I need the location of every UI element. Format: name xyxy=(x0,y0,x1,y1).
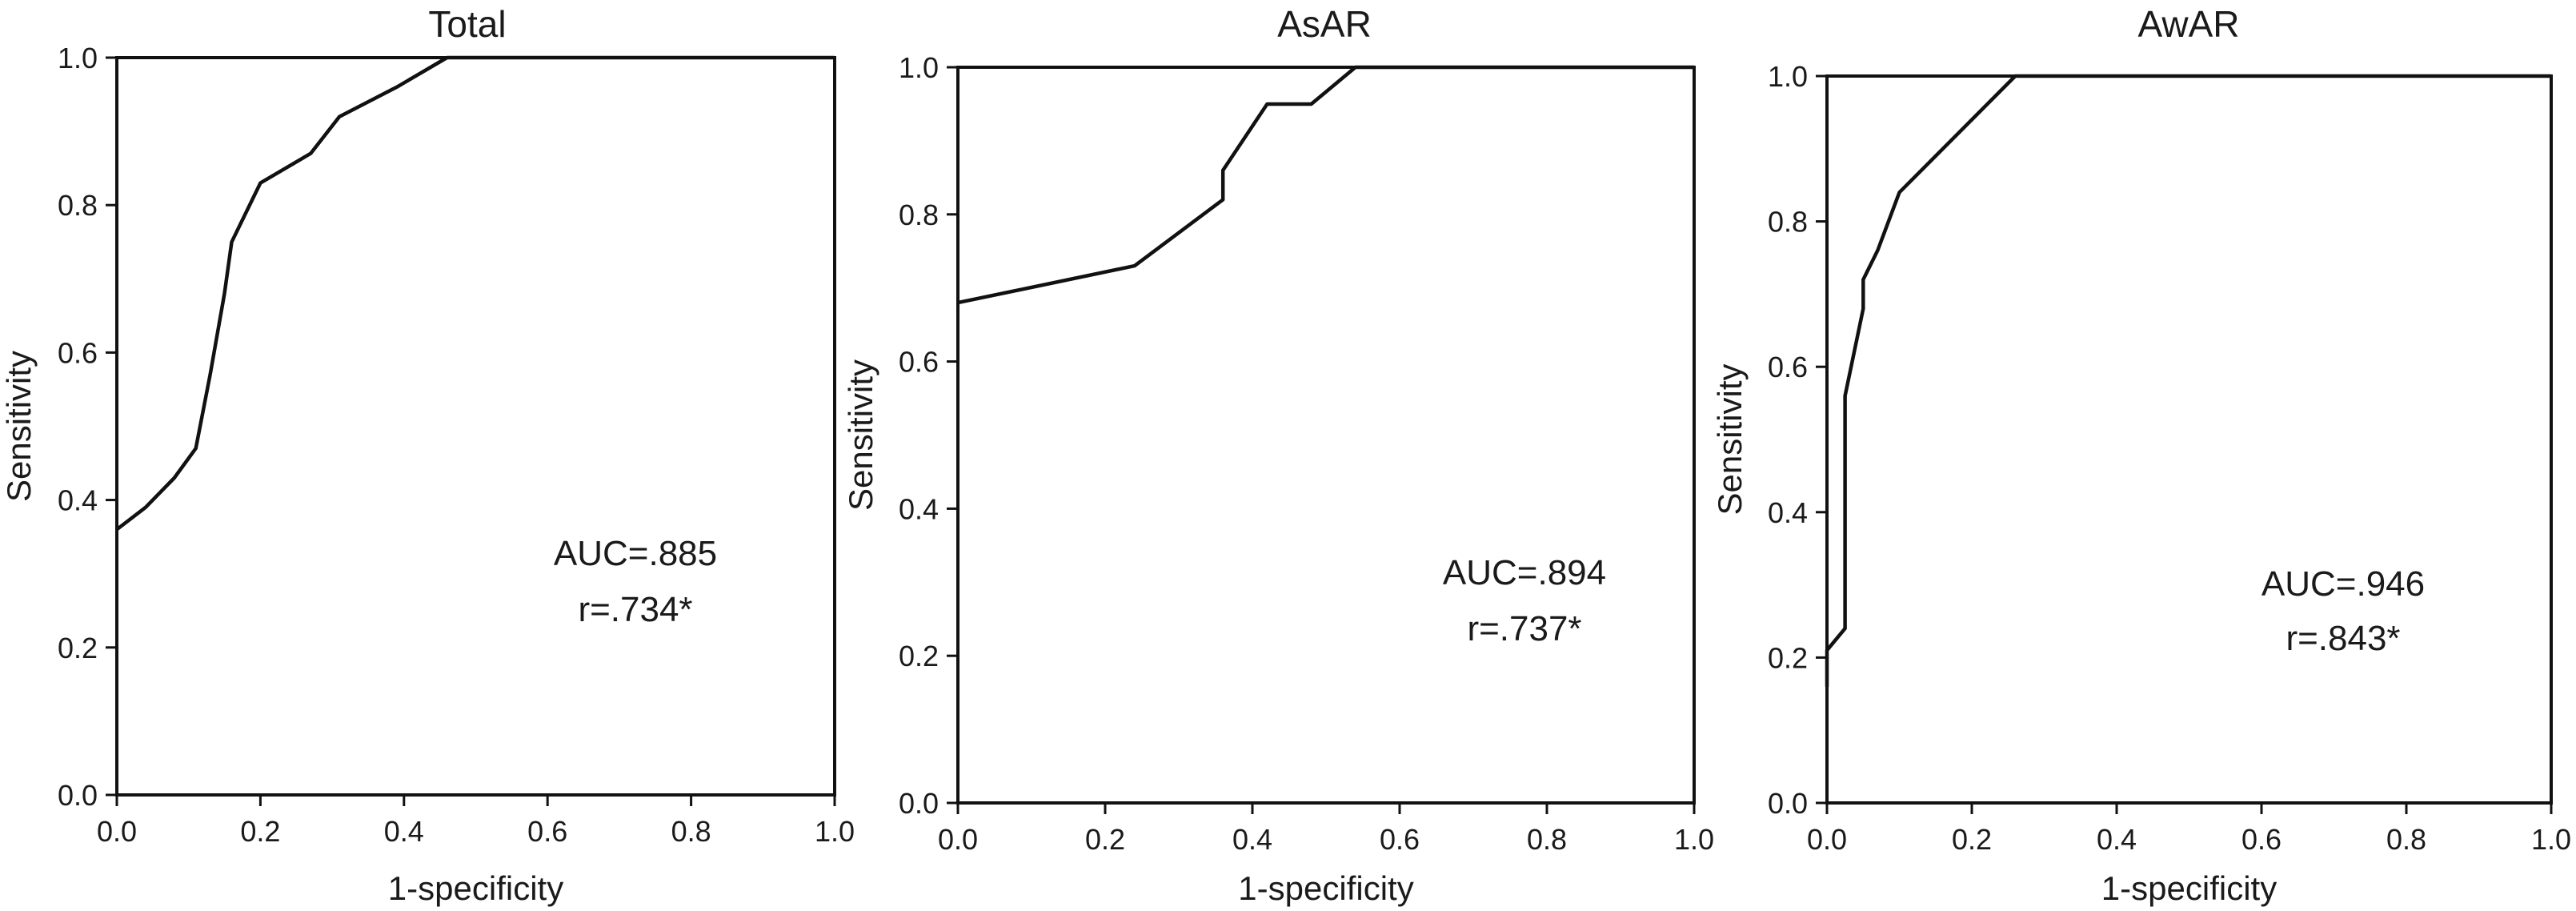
x-tick-label: 0.0 xyxy=(97,815,137,848)
x-axis-label: 1-specificity xyxy=(1238,869,1413,907)
x-tick-label: 0.2 xyxy=(1085,823,1125,856)
roc-curve-line xyxy=(115,55,835,532)
x-axis-label: 1-specificity xyxy=(2101,869,2277,907)
chart-title: AsAR xyxy=(1277,3,1372,45)
x-tick-label: 0.8 xyxy=(1527,823,1567,856)
r-annotation: r=.734* xyxy=(578,590,692,629)
x-tick-label: 1.0 xyxy=(1674,823,1714,856)
auc-annotation: AUC=.946 xyxy=(2262,564,2425,604)
chart-title: AwAR xyxy=(2138,3,2240,45)
x-tick-label: 0.6 xyxy=(527,815,567,848)
x-tick-label: 0.2 xyxy=(240,815,280,848)
auc-annotation: AUC=.885 xyxy=(554,534,717,573)
r-annotation: r=.737* xyxy=(1467,609,1581,648)
x-tick-label: 0.0 xyxy=(938,823,978,856)
y-axis-label: Sensitivity xyxy=(842,359,879,511)
y-tick-label: 1.0 xyxy=(58,42,98,74)
roc-curve-line xyxy=(957,65,1694,305)
y-tick-label: 1.0 xyxy=(899,51,939,84)
y-tick-label: 0.0 xyxy=(899,787,939,820)
y-tick-label: 0.2 xyxy=(1768,641,1808,674)
y-tick-label: 0.6 xyxy=(58,336,98,369)
plot-frame xyxy=(1825,74,2553,805)
y-tick-label: 1.0 xyxy=(1768,60,1808,93)
x-axis-label: 1-specificity xyxy=(388,869,563,907)
y-tick-label: 0.6 xyxy=(1768,351,1808,383)
x-tick-label: 0.8 xyxy=(671,815,711,848)
y-tick-label: 0.4 xyxy=(1768,496,1808,529)
x-tick-label: 0.0 xyxy=(1807,823,1847,856)
roc-panel-total: Total 0.0 0.2 0.4 0.6 0.8 1.0 0.0 0.2 0.4 0.6 0.8 1.… xyxy=(0,3,855,907)
y-axis-label: Sensitivity xyxy=(0,351,38,502)
y-tick-label: 0.6 xyxy=(899,346,939,379)
x-tick-label: 0.2 xyxy=(1952,823,1992,856)
y-tick-label: 0.0 xyxy=(1768,787,1808,820)
y-tick-label: 0.8 xyxy=(58,189,98,222)
y-tick-label: 0.8 xyxy=(899,199,939,231)
y-tick-label: 0.8 xyxy=(1768,206,1808,239)
x-tick-label: 0.6 xyxy=(1380,823,1420,856)
auc-annotation: AUC=.894 xyxy=(1443,553,1606,592)
x-tick-label: 0.6 xyxy=(2241,823,2282,856)
plot-frame xyxy=(956,66,1696,805)
y-tick-label: 0.2 xyxy=(58,632,98,664)
x-tick-label: 0.4 xyxy=(384,815,424,848)
x-tick-label: 1.0 xyxy=(815,815,855,848)
y-axis-label: Sensitivity xyxy=(1711,363,1749,515)
r-annotation: r=.843* xyxy=(2286,619,2400,658)
chart-title: Total xyxy=(428,3,506,45)
y-tick-label: 0.4 xyxy=(899,492,939,525)
roc-curve-line xyxy=(1825,74,2551,687)
y-tick-label: 0.4 xyxy=(58,484,98,517)
x-tick-label: 0.4 xyxy=(1232,823,1272,856)
x-tick-label: 0.4 xyxy=(2097,823,2137,856)
roc-panel-awar: AwAR 0.0 0.2 0.4 0.6 0.8 1.0 0.0 0.2 0.4 0.6 0.8 1.0… xyxy=(1711,3,2571,907)
x-tick-label: 0.8 xyxy=(2386,823,2426,856)
plot-frame xyxy=(115,56,836,797)
y-tick-label: 0.0 xyxy=(58,779,98,812)
y-tick-label: 0.2 xyxy=(899,640,939,672)
roc-panel-asar: AsAR 0.0 0.2 0.4 0.6 0.8 1.0 0.0 0.2 0.4 0.6 0.8 1.0… xyxy=(842,3,1714,907)
x-tick-label: 1.0 xyxy=(2531,823,2571,856)
